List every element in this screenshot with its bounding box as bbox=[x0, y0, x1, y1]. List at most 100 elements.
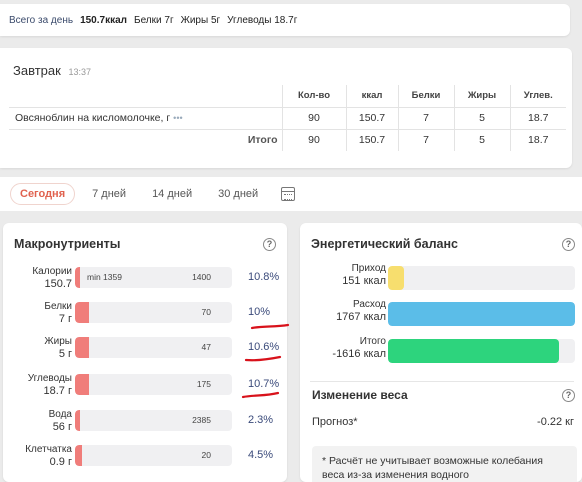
macro-progress-bar: min 1359 1400 bbox=[75, 267, 232, 288]
energy-bar-fill bbox=[388, 302, 575, 326]
macro-row: Углеводы 18.7 г 175 10.7% bbox=[3, 372, 287, 398]
food-name[interactable]: Овсяноблин на кисломолочке, г bbox=[15, 112, 171, 124]
energy-name: Приход bbox=[351, 263, 386, 274]
tab-7-days[interactable]: 7 дней bbox=[92, 188, 127, 200]
help-icon[interactable]: ? bbox=[562, 389, 575, 402]
macro-label: Калории 150.7 bbox=[32, 266, 72, 290]
daily-protein: Белки 7г bbox=[134, 14, 174, 26]
food-qty[interactable]: 90 bbox=[281, 106, 346, 129]
meal-time: 13:37 bbox=[68, 67, 91, 77]
macro-progress-fill bbox=[75, 374, 90, 395]
macro-progress-fill bbox=[75, 410, 80, 431]
daily-summary-bar: Всего за день 150.7ккал Белки 7г Жиры 5г… bbox=[0, 4, 570, 36]
tab-14-days[interactable]: 14 дней bbox=[152, 188, 193, 200]
energy-label: Итого -1616 ккал bbox=[332, 336, 386, 360]
macro-name: Клетчатка bbox=[25, 444, 72, 455]
macro-value: 7 г bbox=[58, 313, 72, 325]
macro-progress-fill bbox=[75, 267, 80, 288]
total-protein: 7 bbox=[397, 128, 454, 151]
macro-name: Белки bbox=[44, 301, 72, 312]
food-kcal: 150.7 bbox=[345, 106, 398, 129]
macro-name: Калории bbox=[32, 266, 72, 277]
total-qty: 90 bbox=[281, 128, 346, 151]
total-kcal: 150.7 bbox=[345, 128, 398, 151]
help-icon[interactable]: ? bbox=[562, 238, 575, 251]
more-options-icon[interactable]: ••• bbox=[173, 113, 183, 123]
meal-title: Завтрак 13:37 bbox=[13, 63, 91, 78]
table-header-qty: Кол-во bbox=[281, 85, 346, 107]
energy-bar bbox=[388, 302, 575, 326]
macro-label: Углеводы 18.7 г bbox=[28, 373, 72, 397]
energy-bar bbox=[388, 266, 575, 290]
table-row[interactable]: Овсяноблин на кисломолочке, г ••• 90 150.… bbox=[9, 106, 566, 129]
macro-row: Калории 150.7 min 1359 1400 10.8% bbox=[3, 265, 287, 291]
energy-bar bbox=[388, 339, 575, 363]
macro-label: Жиры 5 г bbox=[44, 336, 72, 360]
table-header-kcal: ккал bbox=[345, 85, 398, 107]
weight-change-title: Изменение веса bbox=[312, 388, 408, 402]
macro-value: 18.7 г bbox=[43, 385, 72, 397]
table-header-carbs: Углев. bbox=[509, 85, 566, 107]
macro-progress-bar: 47 bbox=[75, 337, 232, 358]
meal-card: Завтрак 13:37 Кол-во ккал Белки Жиры Угл… bbox=[0, 48, 572, 168]
energy-value: -1616 ккал bbox=[332, 348, 386, 360]
macro-value: 56 г bbox=[52, 421, 72, 433]
energy-row: Приход 151 ккал bbox=[300, 263, 582, 293]
macronutrients-title: Макронутриенты bbox=[14, 237, 121, 251]
macro-target: 70 bbox=[201, 307, 211, 317]
energy-name: Расход bbox=[353, 299, 386, 310]
total-fat: 5 bbox=[453, 128, 510, 151]
macro-target: 1400 bbox=[192, 272, 211, 282]
macro-value: 150.7 bbox=[44, 278, 72, 290]
calendar-icon[interactable] bbox=[281, 187, 296, 201]
forecast-label: Прогноз* bbox=[312, 416, 358, 428]
macro-name: Углеводы bbox=[27, 373, 72, 384]
macro-percent: 10.8% bbox=[248, 271, 280, 283]
daily-fat: Жиры 5г bbox=[180, 14, 221, 26]
energy-value: 1767 ккал bbox=[336, 311, 386, 323]
macro-progress-bar: 20 bbox=[75, 445, 232, 466]
macro-progress-bar: 175 bbox=[75, 374, 232, 395]
macro-percent: 10.6% bbox=[248, 341, 280, 353]
food-name-cell[interactable]: Овсяноблин на кисломолочке, г ••• bbox=[9, 106, 282, 129]
forecast-note: * Расчёт не учитывает возможные колебани… bbox=[312, 446, 577, 482]
macro-value: 0.9 г bbox=[49, 456, 72, 468]
macro-target: 20 bbox=[201, 450, 211, 460]
period-tabs: Сегодня 7 дней 14 дней 30 дней bbox=[0, 177, 582, 211]
energy-row: Итого -1616 ккал bbox=[300, 336, 582, 366]
macro-row: Жиры 5 г 47 10.6% bbox=[3, 335, 287, 361]
macro-percent: 4.5% bbox=[248, 449, 274, 461]
macro-percent: 2.3% bbox=[248, 414, 274, 426]
energy-name: Итого bbox=[359, 336, 386, 347]
total-carbs: 18.7 bbox=[509, 128, 566, 151]
tab-today[interactable]: Сегодня bbox=[10, 183, 76, 205]
daily-summary-label: Всего за день bbox=[9, 14, 74, 26]
divider bbox=[310, 381, 574, 382]
macro-progress-fill bbox=[75, 445, 83, 466]
daily-kcal: 150.7ккал bbox=[80, 14, 128, 26]
forecast-value: -0.22 кг bbox=[537, 416, 574, 428]
macro-percent: 10.7% bbox=[248, 378, 280, 390]
energy-balance-card: Энергетический баланс ? Приход 151 ккал Ра… bbox=[300, 223, 582, 482]
macro-value: 5 г bbox=[58, 348, 72, 360]
energy-value: 151 ккал bbox=[342, 275, 386, 287]
macro-target: 2385 bbox=[192, 415, 211, 425]
help-icon[interactable]: ? bbox=[263, 238, 276, 251]
table-total-row: Итого 90 150.7 7 5 18.7 bbox=[9, 128, 566, 151]
macro-name: Вода bbox=[48, 409, 72, 420]
macro-label: Клетчатка 0.9 г bbox=[25, 444, 72, 468]
table-header-fat: Жиры bbox=[453, 85, 510, 107]
tab-30-days[interactable]: 30 дней bbox=[218, 188, 259, 200]
macro-progress-bar: 2385 bbox=[75, 410, 232, 431]
energy-balance-title: Энергетический баланс bbox=[311, 237, 458, 251]
table-header-name bbox=[9, 85, 282, 107]
meal-name: Завтрак bbox=[13, 63, 61, 78]
macro-row: Вода 56 г 2385 2.3% bbox=[3, 408, 287, 434]
macro-progress-bar: 70 bbox=[75, 302, 232, 323]
macro-target: 175 bbox=[196, 379, 211, 389]
macro-row: Белки 7 г 70 10% bbox=[3, 300, 287, 326]
macro-row: Клетчатка 0.9 г 20 4.5% bbox=[3, 443, 287, 469]
table-header-protein: Белки bbox=[397, 85, 454, 107]
total-label: Итого bbox=[9, 128, 282, 151]
food-carbs: 18.7 bbox=[509, 106, 566, 129]
